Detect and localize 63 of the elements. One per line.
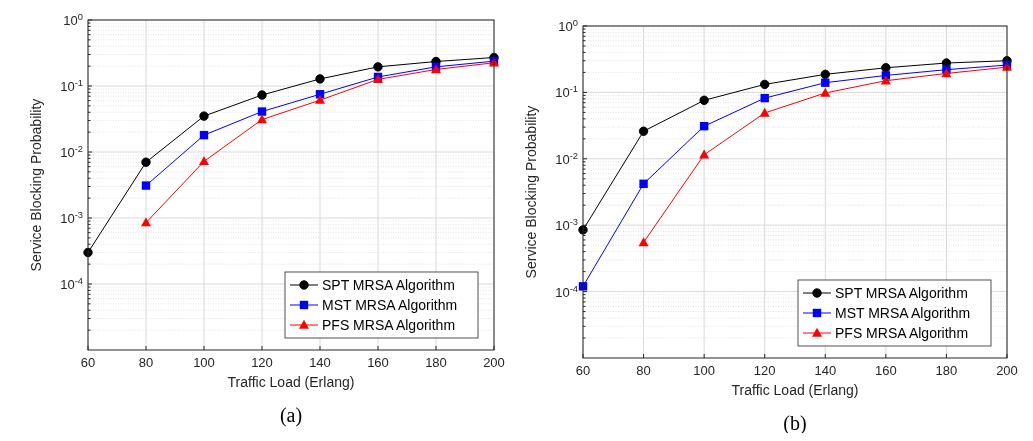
point	[881, 63, 891, 73]
point	[821, 78, 830, 87]
x-tick-label: 80	[138, 355, 154, 370]
point	[199, 111, 209, 121]
x-tick-label: 180	[935, 363, 958, 378]
point	[759, 107, 770, 117]
legend-label: SPT MRSA Algorithm	[322, 277, 455, 293]
x-tick-label: 120	[251, 355, 273, 370]
point	[315, 94, 325, 104]
x-axis-title: Traffic Load (Erlang)	[731, 382, 859, 398]
point	[199, 130, 209, 140]
point	[638, 126, 649, 136]
x-tick-label: 180	[425, 355, 447, 370]
point	[941, 68, 952, 78]
point	[639, 179, 648, 189]
y-tick-label: 10$^{-1}$	[555, 84, 578, 101]
point	[315, 74, 325, 84]
y-tick-label: 10$^{-3}$	[60, 210, 83, 226]
x-tick-label: 200	[483, 355, 505, 370]
point	[760, 79, 770, 90]
y-tick-label: 10$^{-2}$	[555, 150, 578, 167]
legend-label: SPT MRSA Algorithm	[835, 285, 968, 301]
y-tick-label: 10$^{-4}$	[555, 283, 578, 300]
x-tick-label: 100	[193, 355, 215, 370]
x-tick-label: 60	[575, 363, 591, 378]
text: (a)	[279, 404, 303, 427]
x-tick-label: 80	[636, 363, 651, 378]
y-tick-label: 10$^{0}$	[558, 18, 578, 34]
x-tick-label: 60	[80, 355, 96, 370]
x-tick-label: 140	[814, 363, 837, 378]
point	[820, 87, 831, 97]
x-axis-title: Traffic Load (Erlang)	[227, 374, 355, 390]
legend-label: PFS MRSA Algorithm	[835, 325, 969, 341]
y-tick-label: 10$^{-2}$	[60, 144, 83, 160]
point	[257, 90, 267, 100]
point	[760, 93, 769, 103]
point	[699, 121, 709, 131]
x-tick-label: 100	[693, 363, 715, 378]
y-tick-label: 10$^{-1}$	[60, 78, 83, 94]
legend-label: MST MRSA Algorithm	[835, 305, 971, 321]
x-tick-label: 140	[309, 355, 331, 370]
y-axis-title: Service Blocking Probability	[523, 105, 539, 279]
point	[257, 107, 267, 116]
point	[880, 75, 891, 85]
point	[699, 95, 709, 106]
point	[141, 181, 151, 190]
x-tick-label: 120	[753, 363, 776, 378]
point	[199, 156, 209, 166]
point	[141, 217, 151, 227]
y-tick-label: 10$^{-3}$	[555, 217, 578, 234]
x-tick-label: 160	[367, 355, 389, 370]
point	[820, 69, 830, 80]
x-tick-label: 160	[875, 363, 897, 378]
point	[257, 114, 267, 124]
legend-label: PFS MRSA Algorithm	[322, 317, 456, 333]
point	[373, 62, 383, 72]
x-tick-label: 200	[996, 363, 1018, 378]
y-tick-label: 10$^{0}$	[63, 12, 83, 28]
legend-label: MST MRSA Algorithm	[322, 297, 458, 313]
y-axis-title: Service Blocking Probability	[28, 98, 44, 272]
point	[141, 157, 151, 167]
point	[638, 237, 649, 247]
y-tick-label: 10$^{-4}$	[60, 276, 83, 292]
